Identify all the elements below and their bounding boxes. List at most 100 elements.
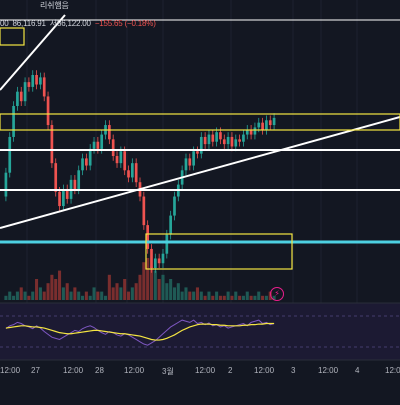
- volume-bar: [257, 291, 261, 300]
- candle-body: [157, 258, 161, 264]
- volume-bar: [27, 295, 31, 300]
- candle-body: [226, 136, 230, 145]
- x-axis-label: 12:00: [385, 366, 400, 375]
- x-axis-label: 27: [31, 366, 40, 375]
- volume-bar: [84, 291, 88, 300]
- volume-bar: [161, 274, 165, 300]
- volume-bar: [65, 283, 69, 300]
- candle-body: [245, 129, 249, 135]
- volume-bar: [107, 274, 111, 300]
- candle-body: [257, 122, 261, 128]
- x-axis-label: 3: [291, 366, 296, 375]
- candle-body: [207, 134, 211, 145]
- candle-body: [184, 158, 188, 171]
- candle-body: [65, 189, 69, 199]
- volume-bar: [153, 270, 157, 300]
- volume-bar: [184, 287, 188, 300]
- candles: [4, 70, 276, 273]
- candle-body: [238, 139, 241, 142]
- candle-body: [265, 120, 268, 130]
- volume-bar: [172, 287, 177, 300]
- candle-body: [150, 248, 153, 268]
- candle-body: [192, 151, 195, 166]
- candle-body: [215, 132, 218, 142]
- candle-body: [196, 151, 199, 154]
- volume-bar: [8, 291, 12, 300]
- volume-bar: [241, 295, 245, 300]
- candle-body: [23, 82, 27, 102]
- candle-body: [50, 125, 54, 164]
- candle-body: [31, 75, 35, 87]
- candle-body: [165, 234, 169, 254]
- volume-bar: [157, 279, 161, 300]
- volume-bar: [134, 283, 138, 300]
- rsi-panel: [0, 303, 400, 360]
- x-axis-label: 12:00: [124, 366, 145, 375]
- candle-body: [85, 158, 88, 166]
- candle-body: [77, 170, 81, 190]
- candle-body: [119, 151, 123, 164]
- x-axis-label: 12:00: [318, 366, 339, 375]
- x-axis-label: 12:00: [0, 366, 21, 375]
- candle-body: [142, 196, 146, 226]
- candle-body: [54, 163, 58, 192]
- volume-bar: [169, 279, 173, 300]
- volume-bar: [165, 283, 169, 300]
- candle-body: [39, 77, 42, 85]
- candle-body: [272, 117, 276, 126]
- volume-bar: [58, 270, 62, 300]
- trendline-upper[interactable]: [0, 14, 66, 91]
- candle-body: [146, 225, 150, 249]
- volume-bar: [249, 295, 253, 300]
- candle-body: [88, 148, 92, 166]
- volume-bar: [46, 283, 50, 300]
- volume-bar: [192, 291, 196, 300]
- candle-body: [188, 158, 192, 166]
- resistance-zone[interactable]: [0, 113, 400, 131]
- volume-bar: [149, 266, 154, 300]
- x-axis-label: 3월: [162, 367, 174, 376]
- volume-bar: [73, 287, 77, 300]
- candle-body: [27, 82, 31, 87]
- candle-body: [199, 136, 203, 154]
- ohlc-legend: 00 86,116.91 저86,122.00 −155.65 (−0.18%): [0, 18, 156, 29]
- candle-body: [73, 179, 77, 190]
- candle-body: [108, 125, 111, 140]
- volume-bar: [103, 295, 108, 300]
- candle-body: [249, 129, 253, 135]
- volume-bar: [23, 291, 27, 300]
- volume-bar: [215, 291, 219, 300]
- volume-bar: [69, 291, 73, 300]
- volume-bar: [207, 291, 211, 300]
- candle-body: [222, 139, 226, 145]
- demand-zone[interactable]: [145, 233, 293, 270]
- volume-bar: [226, 291, 230, 300]
- lightning-icon[interactable]: ⚡: [270, 287, 284, 301]
- volume-bar: [35, 279, 39, 300]
- x-axis-label: 4: [355, 366, 360, 375]
- volume-bar: [218, 295, 222, 300]
- x-axis-label: 28: [95, 366, 104, 375]
- candle-body: [16, 91, 19, 106]
- box-label-highlight[interactable]: [0, 27, 25, 46]
- candle-body: [203, 136, 207, 145]
- candle-body: [169, 215, 172, 235]
- ohlc-change: −155.65 (−0.18%): [94, 19, 156, 28]
- candle-body: [19, 91, 23, 102]
- candle-body: [134, 163, 138, 183]
- candle-body: [115, 156, 119, 164]
- candle-body: [111, 139, 115, 157]
- volume-bar: [211, 295, 215, 300]
- volume-bar: [222, 295, 226, 300]
- volume-bar: [111, 287, 115, 300]
- volume-bar: [96, 291, 100, 300]
- volume-bar: [88, 295, 92, 300]
- candle-body: [127, 170, 130, 178]
- candle-body: [130, 163, 134, 178]
- candle-body: [81, 158, 84, 171]
- volume-bar: [81, 295, 85, 300]
- trendline-rising[interactable]: [0, 116, 400, 229]
- volume-bar: [123, 279, 127, 300]
